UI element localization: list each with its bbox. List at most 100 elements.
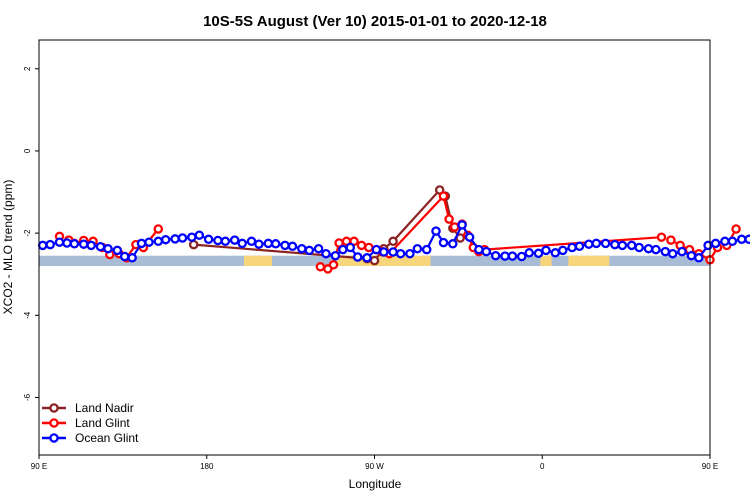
x-tick-label: 90 E bbox=[702, 462, 718, 471]
point-ocean-glint bbox=[490, 250, 501, 261]
legend-swatch-marker bbox=[49, 418, 59, 428]
point-ocean-glint bbox=[45, 239, 55, 250]
legend-item-land-glint: Land Glint bbox=[42, 416, 130, 430]
point-land-glint bbox=[449, 222, 460, 232]
x-axis-label: Longitude bbox=[349, 477, 402, 491]
x-tick-label: 180 bbox=[200, 462, 214, 471]
point-ocean-glint bbox=[626, 240, 637, 251]
point-land-glint bbox=[153, 224, 164, 234]
y-tick-label: -4 bbox=[23, 311, 32, 319]
y-tick-label: -6 bbox=[23, 393, 32, 401]
point-ocean-glint bbox=[412, 243, 423, 254]
point-land-glint bbox=[328, 260, 339, 270]
point-ocean-glint bbox=[686, 250, 697, 261]
point-ocean-glint bbox=[194, 230, 205, 240]
point-ocean-glint bbox=[727, 236, 738, 247]
point-ocean-glint bbox=[567, 242, 577, 253]
point-ocean-glint bbox=[86, 240, 96, 251]
point-ocean-glint bbox=[744, 234, 750, 245]
point-ocean-glint bbox=[643, 243, 654, 254]
y-axis-label: XCO2 - MLO trend (ppm) bbox=[1, 180, 15, 315]
point-land-glint bbox=[315, 262, 326, 272]
point-ocean-glint bbox=[474, 244, 484, 255]
point-ocean-glint bbox=[352, 252, 363, 262]
land-segment-0 bbox=[337, 255, 431, 266]
legend-label: Ocean Glint bbox=[75, 431, 139, 445]
point-ocean-glint bbox=[431, 226, 441, 236]
point-ocean-glint bbox=[287, 241, 298, 252]
y-tick-label: -2 bbox=[23, 229, 32, 237]
point-ocean-glint bbox=[634, 242, 644, 253]
point-land-glint bbox=[666, 235, 676, 245]
point-ocean-glint bbox=[246, 236, 257, 247]
point-ocean-glint bbox=[297, 243, 307, 254]
legend-label: Land Nadir bbox=[75, 401, 134, 415]
point-ocean-glint bbox=[313, 243, 324, 254]
point-ocean-glint bbox=[127, 253, 137, 263]
point-ocean-glint bbox=[481, 246, 492, 257]
point-ocean-glint bbox=[660, 246, 671, 257]
point-ocean-glint bbox=[550, 248, 561, 258]
point-ocean-glint bbox=[69, 239, 80, 249]
point-land-glint bbox=[656, 232, 667, 242]
y-tick-label: 0 bbox=[23, 148, 32, 153]
point-ocean-glint bbox=[500, 251, 510, 261]
point-ocean-glint bbox=[736, 234, 747, 245]
point-ocean-glint bbox=[720, 236, 730, 247]
y-axis: 2 0 -2 -4 -6 bbox=[23, 66, 39, 401]
land-segment-1 bbox=[568, 255, 610, 266]
series-ocean-glint bbox=[37, 220, 750, 263]
point-ocean-glint bbox=[395, 248, 406, 259]
point-ocean-glint bbox=[37, 240, 48, 251]
point-ocean-glint bbox=[651, 244, 661, 255]
point-ocean-glint bbox=[610, 239, 620, 250]
point-ocean-glint bbox=[438, 237, 449, 248]
point-ocean-glint bbox=[153, 236, 164, 247]
point-ocean-glint bbox=[338, 244, 348, 255]
point-ocean-glint bbox=[160, 234, 171, 245]
point-ocean-glint bbox=[448, 239, 458, 249]
point-ocean-glint bbox=[103, 243, 113, 254]
point-ocean-glint bbox=[95, 241, 106, 252]
point-ocean-glint bbox=[464, 232, 475, 242]
point-ocean-glint bbox=[677, 246, 687, 257]
point-ocean-glint bbox=[558, 245, 568, 256]
legend-swatch-marker bbox=[49, 403, 59, 413]
chart-title: 10S-5S August (Ver 10) 2015-01-01 to 202… bbox=[203, 13, 547, 30]
land-segment-3 bbox=[244, 255, 272, 266]
point-ocean-glint bbox=[457, 220, 467, 230]
point-ocean-glint bbox=[203, 234, 214, 245]
point-land-nadir bbox=[388, 236, 398, 247]
x-tick-label: 0 bbox=[540, 462, 545, 471]
legend-item-ocean-glint: Ocean Glint bbox=[42, 431, 139, 445]
point-ocean-glint bbox=[541, 245, 551, 256]
point-ocean-glint bbox=[136, 238, 147, 249]
point-ocean-glint bbox=[507, 251, 518, 261]
point-ocean-glint bbox=[144, 237, 154, 247]
point-ocean-glint bbox=[321, 248, 331, 259]
legend-item-land-nadir: Land Nadir bbox=[42, 401, 134, 415]
point-ocean-glint bbox=[177, 233, 188, 243]
x-tick-label: 90 W bbox=[365, 462, 384, 471]
point-ocean-glint bbox=[591, 238, 602, 249]
point-ocean-glint bbox=[187, 232, 197, 242]
point-ocean-glint bbox=[524, 248, 534, 258]
point-ocean-glint bbox=[220, 236, 231, 247]
point-ocean-glint bbox=[270, 239, 281, 249]
point-ocean-glint bbox=[388, 247, 398, 257]
legend-swatch-marker bbox=[49, 433, 59, 443]
legend-label: Land Glint bbox=[75, 416, 130, 430]
point-land-glint bbox=[444, 214, 454, 224]
point-ocean-glint bbox=[694, 253, 704, 263]
point-ocean-glint bbox=[62, 238, 72, 248]
point-ocean-glint bbox=[710, 238, 721, 249]
point-ocean-glint bbox=[254, 239, 264, 249]
point-land-nadir bbox=[188, 239, 199, 250]
point-ocean-glint bbox=[304, 245, 315, 256]
point-ocean-glint bbox=[584, 239, 594, 249]
point-ocean-glint bbox=[280, 240, 290, 251]
point-ocean-glint bbox=[516, 251, 527, 262]
point-ocean-glint bbox=[213, 235, 223, 246]
